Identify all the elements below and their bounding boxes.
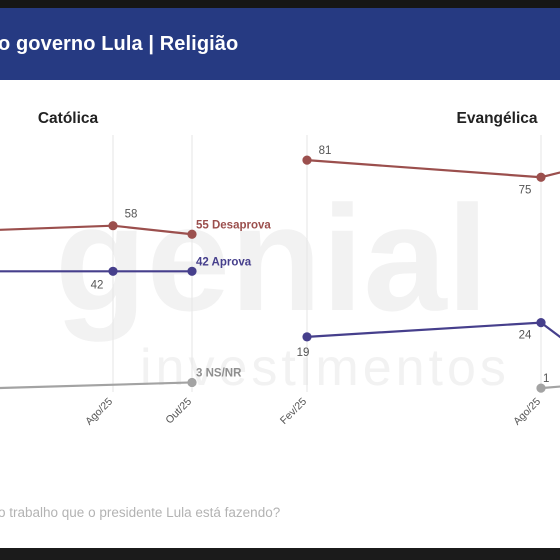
chart-svg: genial investimentos Católica Evangélica… [0, 110, 560, 428]
nsnr-end-label: 3 NS/NR [196, 367, 242, 379]
watermark-text-2: investimentos [140, 339, 510, 397]
x-tick-label: Ago/25 [83, 396, 115, 428]
footnote: o trabalho que o presidente Lula está fa… [0, 505, 281, 520]
nsnr-line [540, 385, 560, 390]
nsnr-point [536, 383, 546, 393]
desaprova-point [302, 155, 312, 165]
panel-titles: Católica Evangélica [38, 110, 538, 127]
desaprova-point [536, 172, 546, 182]
aprova-data-label: 19 [297, 347, 310, 359]
desaprova-point [108, 221, 118, 231]
desaprova-point [187, 229, 197, 239]
top-strip [0, 0, 560, 8]
aprova-data-label: 24 [519, 330, 532, 342]
header-bar: o governo Lula | Religião [0, 8, 560, 80]
tick-labels: Ago/25 Out/25 Fev/25 Ago/25 [83, 396, 543, 428]
aprova-data-label: 42 [91, 279, 104, 291]
data-labels: 58 55 Desaprova 42 42 Aprova 3 NS/NR 81 75 19 24… [91, 145, 550, 385]
chart-panel: genial investimentos Católica Evangélica… [0, 80, 560, 548]
x-tick-label: Out/25 [163, 396, 194, 427]
nsnr-point [187, 377, 197, 388]
watermark-text-1: genial [55, 174, 488, 342]
watermark: genial investimentos [55, 174, 510, 397]
aprova-point [302, 332, 312, 342]
nsnr-line [0, 381, 193, 390]
desaprova-end-label: 55 Desaprova [196, 219, 271, 231]
x-tick-label: Ago/25 [511, 396, 543, 428]
aprova-point [536, 318, 546, 328]
nsnr-data-label: 1 [543, 373, 549, 385]
aprova-point [187, 266, 197, 276]
evangelica-title: Evangélica [457, 110, 538, 127]
desaprova-data-label: 75 [519, 184, 532, 196]
bottom-strip [0, 548, 560, 560]
catolica-title: Católica [38, 110, 99, 127]
aprova-point [108, 266, 118, 276]
page-title: o governo Lula | Religião [0, 32, 239, 55]
desaprova-data-label: 81 [319, 145, 332, 157]
aprova-end-label: 42 Aprova [196, 256, 252, 268]
desaprova-data-label: 58 [125, 209, 138, 221]
series-points [108, 155, 546, 393]
x-tick-label: Fev/25 [278, 396, 309, 427]
